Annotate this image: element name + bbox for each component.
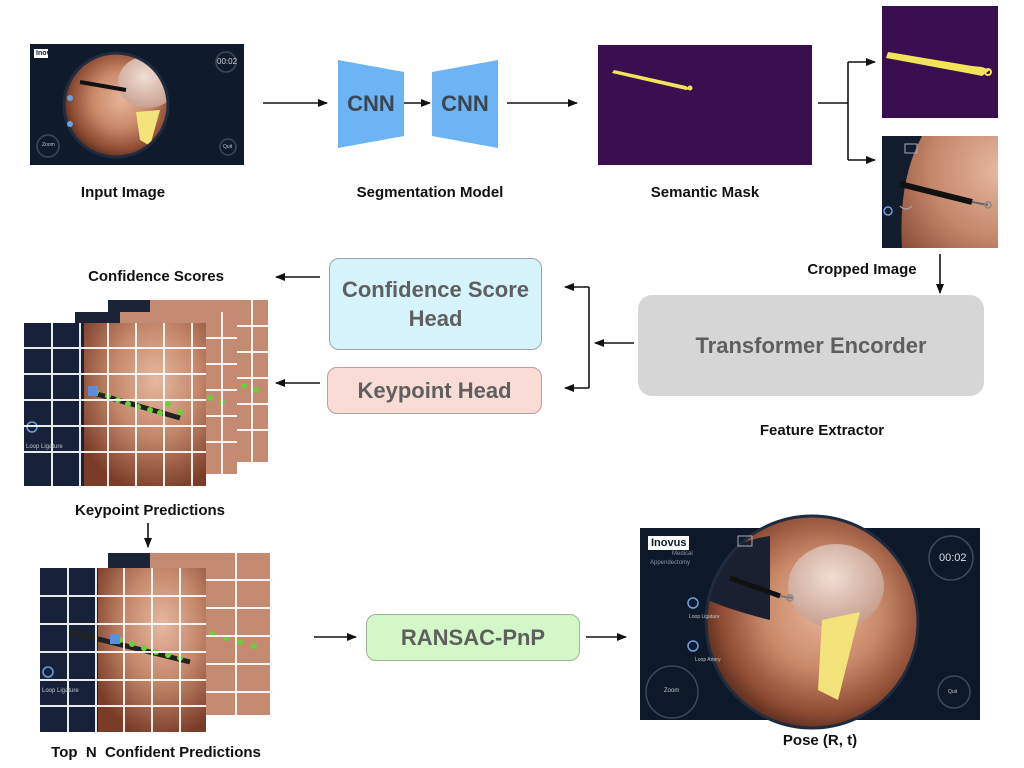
- input-timer-label: 00:02: [217, 57, 238, 66]
- caption-semantic-mask: Semantic Mask: [650, 184, 760, 201]
- caption-segmentation-model: Segmentation Model: [356, 184, 504, 201]
- keypoint-head: Keypoint Head: [327, 367, 542, 414]
- pose-zoom-label: Zoom: [664, 688, 680, 694]
- pose-brand-sub: Medical: [672, 551, 693, 557]
- pose-quit-label: Quit: [948, 689, 958, 695]
- pose-output-image: [640, 514, 980, 730]
- ransac-pnp: RANSAC-PnP: [366, 614, 580, 661]
- confidence-score-head: Confidence Score Head: [329, 258, 542, 350]
- input-zoom-label: Zoom: [42, 142, 55, 148]
- cropped-mask-image: [882, 6, 998, 118]
- cnn-decoder-label: CNN: [441, 91, 489, 116]
- caption-top-n: Top N Confident Predictions: [51, 744, 261, 761]
- input-brand-logo: Inovus: [36, 50, 59, 57]
- confidence-score-head-line1: Confidence Score: [341, 277, 530, 302]
- input-image: [30, 44, 244, 165]
- cropped-image: [882, 136, 998, 248]
- keypoint-grid: [24, 300, 268, 486]
- cnn-encoder-shape: [338, 60, 404, 148]
- topn-loop-ligature-label: Loop Ligature: [42, 688, 79, 694]
- caption-keypoint-predictions: Keypoint Predictions: [74, 502, 226, 519]
- semantic-mask-image: [598, 45, 812, 165]
- confidence-score-head-line2: Head: [408, 306, 463, 331]
- cnn-encoder-label: CNN: [347, 91, 395, 116]
- pose-brand-logo: Inovus: [648, 536, 690, 550]
- pose-procedure-label: Appendectomy: [650, 560, 691, 566]
- pose-loop-ligature-label: Loop Ligature: [689, 614, 720, 620]
- pose-timer-label: 00:02: [939, 552, 967, 564]
- stack-loop-ligature-label: Loop Ligature: [26, 444, 63, 450]
- caption-cropped-image: Cropped Image: [807, 261, 917, 278]
- pose-loop-artery-label: Loop Artery: [695, 657, 721, 663]
- timer-ring: [928, 535, 974, 581]
- cnn-decoder-shape: [432, 60, 498, 148]
- caption-pose: Pose (R, t): [782, 732, 858, 749]
- caption-confidence-scores: Confidence Scores: [88, 268, 224, 285]
- input-quit-label: Quit: [223, 144, 233, 150]
- top-n-grid: [40, 553, 270, 732]
- quit-ring: [937, 675, 971, 709]
- caption-input-image: Input Image: [80, 184, 166, 201]
- zoom-ring: [645, 665, 699, 719]
- caption-feature-extractor: Feature Extractor: [759, 422, 885, 439]
- transformer-encoder: Transformer Encorder: [638, 295, 984, 396]
- keypoint-prediction-stack: [24, 300, 268, 486]
